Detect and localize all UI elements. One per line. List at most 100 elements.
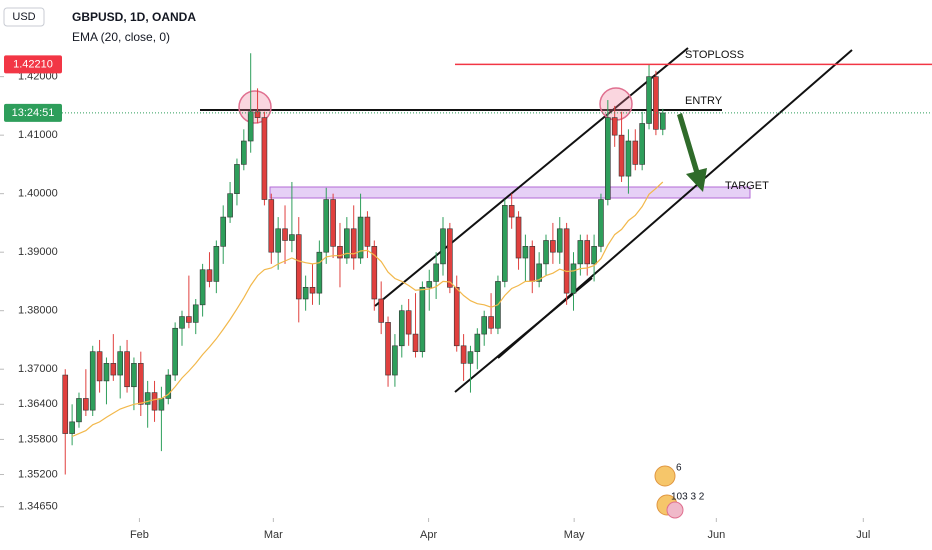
candle-body (556, 228, 563, 253)
candle-body (69, 421, 75, 434)
candle-body (89, 351, 96, 411)
y-tick-label: 1.36400 (18, 398, 58, 410)
candle-body (639, 123, 645, 165)
candle-body (618, 134, 625, 177)
y-tick-label: 1.41000 (18, 129, 58, 141)
candle-body (550, 240, 556, 253)
channel-bottom (454, 277, 593, 393)
candle-body (234, 164, 240, 194)
candle-body (330, 199, 336, 247)
candle-body (254, 111, 261, 118)
candle-body (460, 345, 467, 364)
candle-body (433, 263, 439, 282)
candle-body (474, 333, 481, 352)
candle-body (213, 246, 220, 282)
arrow (677, 113, 707, 192)
target-zone (269, 186, 751, 199)
chart-title: GBPUSD, 1D, OANDA (72, 10, 196, 24)
candle-body (158, 398, 165, 411)
annotation: TARGET (725, 180, 769, 192)
candle-body (488, 316, 494, 329)
highlight-circle (238, 90, 272, 124)
candle-body (131, 363, 137, 388)
candle-body (337, 246, 343, 259)
candle-body (220, 216, 227, 247)
candle-body (323, 199, 330, 253)
candle-body (227, 193, 233, 218)
candle-body (453, 286, 460, 347)
candle-body (241, 140, 247, 165)
y-tick-label: 1.39000 (18, 246, 58, 258)
y-tick-label: 1.34650 (18, 501, 58, 513)
candle-body (261, 117, 268, 200)
currency-box (3, 7, 45, 27)
candle-body (289, 234, 295, 241)
candle-body (563, 228, 570, 294)
candle-body (481, 316, 488, 335)
channel-upper (374, 47, 689, 307)
candle-body (632, 140, 639, 165)
candle-body (515, 216, 522, 259)
highlight-circle (599, 87, 633, 121)
candle-body (502, 205, 508, 282)
currency: USD (12, 11, 35, 23)
y-tick-label: 1.42000 (18, 71, 58, 83)
candle-body (117, 351, 123, 376)
candle-body (309, 286, 316, 294)
candle-body (268, 199, 275, 253)
candle-body (591, 246, 597, 265)
event-icon (654, 465, 676, 487)
candle-body (529, 246, 536, 282)
candle-body (62, 374, 69, 434)
event-label: 103 3 2 (671, 492, 705, 503)
candle-body (137, 363, 144, 405)
candle-body (412, 333, 419, 352)
candle-body (96, 351, 103, 382)
y-tick-label: 1.35200 (18, 468, 58, 480)
candle-body (536, 263, 542, 282)
candle-body (659, 112, 666, 130)
candle-body (165, 374, 172, 399)
annotation: STOPLOSS (685, 49, 744, 61)
candle-body (357, 216, 364, 259)
candle-body (543, 240, 549, 265)
candle-body (392, 345, 398, 376)
candle-body (611, 117, 618, 136)
price-label-box (4, 55, 62, 74)
x-tick-label: Jul (856, 529, 870, 541)
candle-body (398, 310, 405, 347)
candle-body (344, 228, 350, 259)
candle-body (350, 228, 357, 259)
candle-body (598, 199, 604, 247)
candle-body (646, 76, 652, 124)
event-icon (666, 501, 684, 519)
candle-body (275, 228, 281, 253)
ema-line (71, 181, 664, 438)
candle-body (584, 240, 591, 265)
candle-body (179, 316, 185, 329)
candle-body (186, 316, 192, 323)
marks (62, 53, 666, 475)
event-label: 6 (676, 463, 682, 474)
candle-body (76, 398, 82, 423)
y-tick-label: 1.40000 (18, 188, 58, 200)
candle-body (199, 269, 206, 306)
candle-body (508, 205, 515, 218)
x-tick-label: Feb (130, 529, 149, 541)
countdown: 13:24:51 (12, 107, 55, 119)
candle-body (316, 251, 323, 294)
candle-body (467, 351, 474, 364)
candle-body (247, 111, 254, 142)
candle-body (522, 246, 529, 259)
candle-body (440, 228, 446, 265)
candle-body (447, 228, 453, 288)
countdown-box (4, 103, 62, 122)
drawings (200, 47, 853, 519)
x-tick-label: Jun (707, 529, 725, 541)
candle-body (653, 76, 659, 130)
candle-body (144, 392, 151, 405)
candle-body (385, 322, 391, 376)
candle-body (371, 246, 378, 300)
